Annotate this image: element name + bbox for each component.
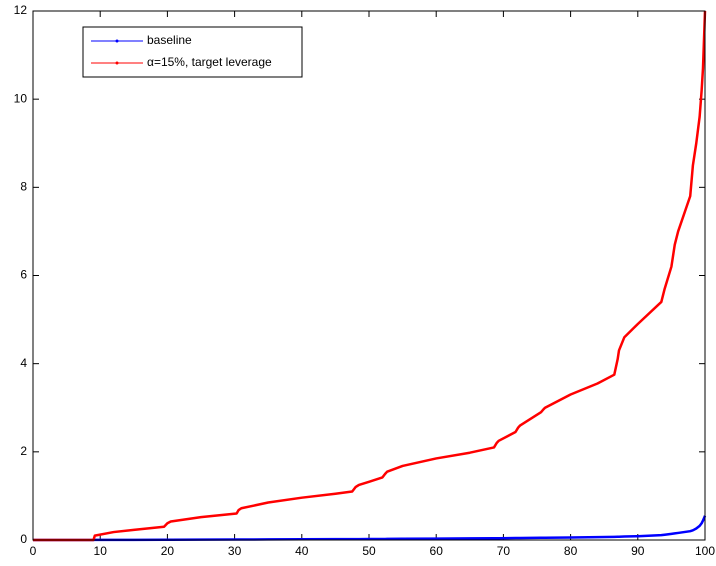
y-tick-label: 6 <box>20 268 27 282</box>
x-tick-label: 0 <box>30 544 37 558</box>
x-tick-label: 10 <box>94 544 108 558</box>
y-tick-label: 4 <box>20 356 27 370</box>
y-tick-label: 10 <box>14 91 28 105</box>
x-tick-label: 30 <box>228 544 242 558</box>
x-tick-label: 20 <box>161 544 175 558</box>
y-tick-label: 0 <box>20 532 27 546</box>
plot-frame <box>32 10 706 541</box>
legend-marker <box>115 39 119 43</box>
y-tick-label: 8 <box>20 180 27 194</box>
y-tick-label: 2 <box>20 444 27 458</box>
x-tick-label: 70 <box>497 544 511 558</box>
legend-label: α=15%, target leverage <box>147 55 272 69</box>
x-tick-label: 80 <box>564 544 578 558</box>
legend-label: baseline <box>147 33 192 47</box>
legend-box <box>82 26 303 78</box>
legend-marker <box>115 61 119 65</box>
x-tick-label: 90 <box>631 544 645 558</box>
x-tick-label: 60 <box>430 544 444 558</box>
x-tick-label: 40 <box>295 544 309 558</box>
x-tick-label: 100 <box>695 544 715 558</box>
x-tick-label: 50 <box>362 544 376 558</box>
series-line <box>33 10 707 542</box>
y-tick-label: 12 <box>14 3 28 17</box>
